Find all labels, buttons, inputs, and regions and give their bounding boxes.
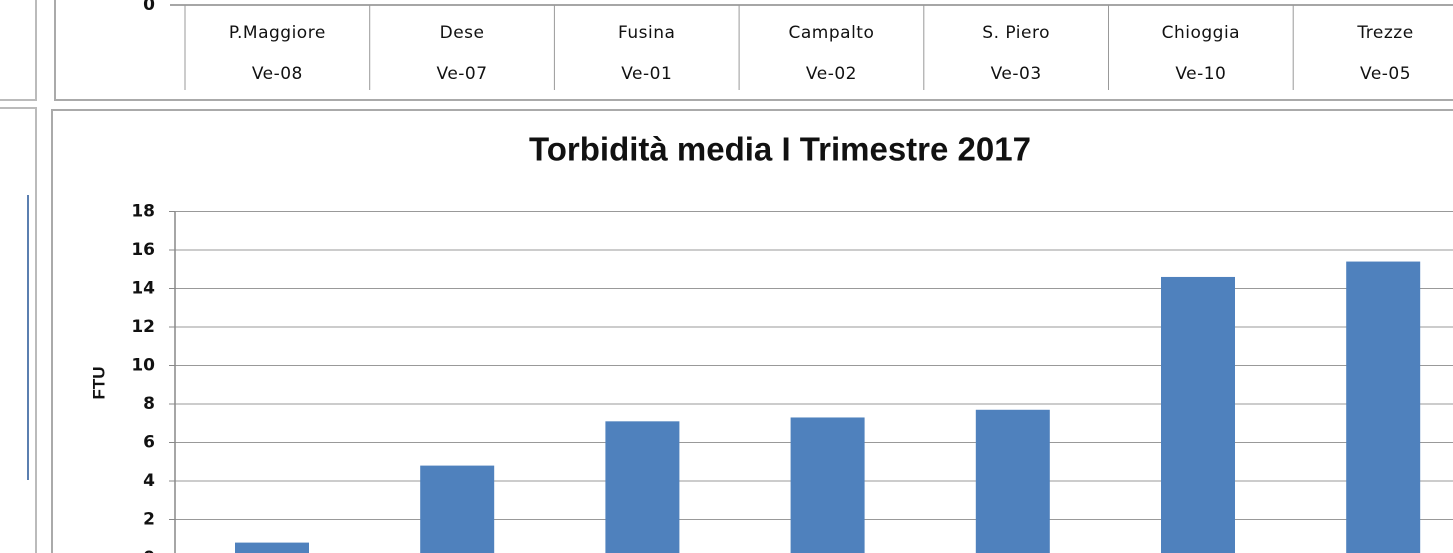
category-code: Ve-01 — [621, 64, 672, 84]
category-code: Ve-02 — [806, 64, 857, 84]
bar — [605, 421, 680, 553]
y-tick-label: 0 — [143, 548, 155, 553]
top-panel — [54, 0, 1453, 101]
category-label: Fusina — [618, 23, 675, 43]
category-code: Ve-03 — [991, 64, 1042, 84]
y-tick-label: 16 — [131, 240, 155, 260]
y-tick-label: 14 — [131, 279, 155, 299]
bar — [1161, 276, 1235, 553]
left-panel — [0, 0, 37, 101]
category-label: S. Piero — [982, 23, 1050, 43]
y-tick-label: 10 — [131, 356, 155, 376]
y-tick-label: 6 — [143, 433, 155, 453]
category-code: Ve-10 — [1175, 64, 1226, 84]
y-tick-label: 2 — [143, 510, 155, 530]
bar — [790, 417, 865, 553]
category-code: Ve-05 — [1360, 64, 1411, 84]
bottom-panel — [51, 109, 1453, 553]
bar — [975, 409, 1050, 553]
bar — [420, 465, 495, 553]
y-tick-label: 4 — [143, 471, 155, 491]
y-axis-label: FTU — [89, 366, 108, 399]
chart-title: Torbidità media I Trimestre 2017 — [529, 131, 1031, 168]
category-label: P.Maggiore — [229, 23, 326, 43]
y-tick-label: 0 — [143, 0, 155, 15]
y-tick-label: 18 — [131, 202, 155, 222]
category-label: Dese — [440, 23, 485, 43]
category-code: Ve-08 — [252, 64, 303, 84]
category-code: Ve-07 — [437, 64, 488, 84]
category-label: Chioggia — [1162, 23, 1241, 43]
y-tick-label: 8 — [143, 394, 155, 414]
left-panel — [0, 107, 37, 553]
category-label: Campalto — [789, 23, 875, 43]
bar — [1346, 261, 1421, 553]
bar — [235, 542, 309, 553]
category-label: Trezze — [1356, 23, 1413, 43]
y-tick-label: 12 — [131, 317, 155, 337]
